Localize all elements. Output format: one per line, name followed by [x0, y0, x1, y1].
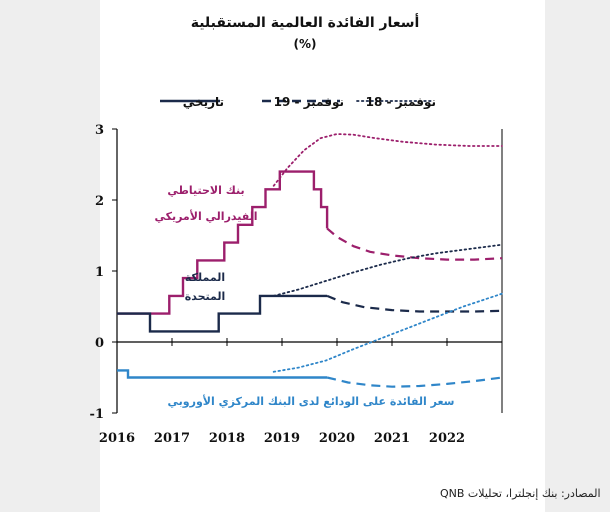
- y-tick-label: -1: [90, 407, 104, 422]
- chart-title: أسعار الفائدة العالمية المستقبلية: [191, 13, 420, 31]
- y-tick-label: 2: [95, 194, 104, 209]
- chart-card: [100, 0, 545, 512]
- x-tick-label: 2018: [209, 431, 245, 446]
- annotation-uk-line-0: المملكة: [185, 271, 225, 284]
- series-8-forecast_nov18-line: [272, 292, 503, 373]
- series-4-forecast_nov19-line: [326, 294, 503, 313]
- axes: 3 2 1 0 -1 2016 2017 2018 2019 2020 2021 2022: [90, 123, 503, 446]
- chart-subtitle: (%): [294, 37, 317, 51]
- annotation-fed-line-0: بنك الاحتياطي: [167, 184, 244, 197]
- annotation-uk-line-1: المتحدة: [185, 290, 226, 303]
- annotations: بنك الاحتياطي الفيدرالي الأمريكي المملكة ال…: [154, 184, 454, 408]
- x-tick-label: 2016: [99, 431, 135, 446]
- legend-label-1: نوفمبر - 19: [274, 95, 344, 110]
- legend-label-2: نوفمبر - 18: [366, 95, 436, 110]
- series-5-forecast_nov18-line: [272, 243, 503, 297]
- series-0-historical-line: [117, 170, 329, 315]
- x-tick-label: 2020: [319, 431, 355, 446]
- annotation-ecb-line-0: سعر الفائدة على الودائع لدى البنك المركز…: [168, 394, 455, 408]
- series-2-forecast_nov18-line: [272, 133, 503, 187]
- legend: تاريخي نوفمبر - 19 نوفمبر - 18: [160, 95, 436, 110]
- x-tick-label: 2017: [154, 431, 190, 446]
- annotation-fed-line-1: الفيدرالي الأمريكي: [154, 209, 257, 223]
- series-lines: [117, 133, 503, 388]
- source-note: المصادر: بنك إنجلترا، تحليلات QNB: [440, 487, 601, 500]
- y-tick-label: 0: [95, 336, 104, 351]
- series-1-forecast_nov19-line: [326, 227, 503, 261]
- x-tick-label: 2022: [429, 431, 465, 446]
- y-tick-label: 3: [95, 123, 104, 138]
- x-tick-label: 2021: [374, 431, 410, 446]
- y-tick-label: 1: [95, 265, 104, 280]
- series-3-historical-line: [117, 294, 328, 333]
- legend-label-0: تاريخي: [183, 95, 224, 109]
- x-tick-label: 2019: [264, 431, 300, 446]
- series-6-historical-line: [117, 369, 328, 379]
- series-7-forecast_nov19-line: [326, 376, 503, 388]
